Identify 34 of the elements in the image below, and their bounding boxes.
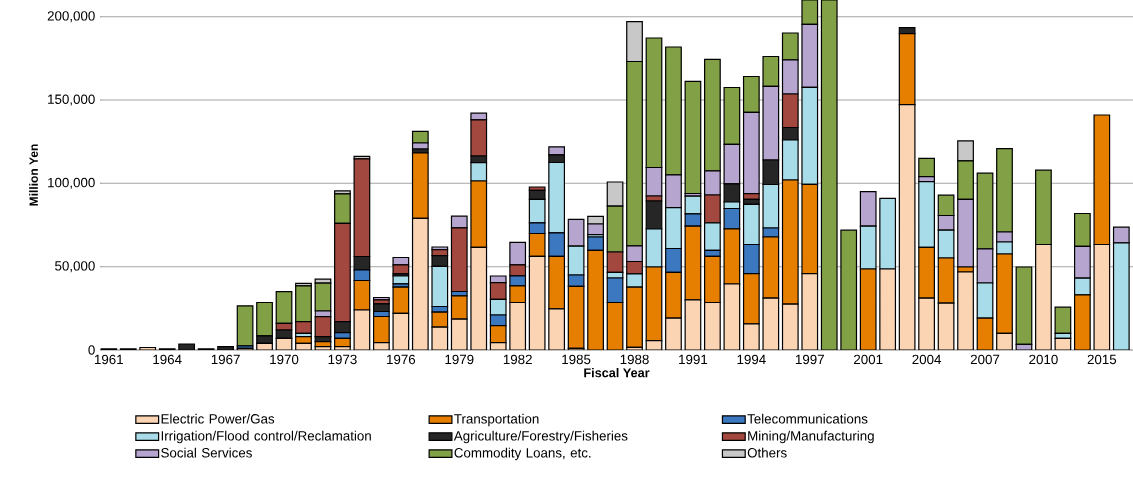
- legend-label: Agriculture/Forestry/Fisheries: [453, 430, 628, 444]
- legend-label: Social Services: [161, 447, 252, 458]
- x-tick-label: 2010: [1029, 354, 1058, 365]
- x-axis-title: Fiscal Year: [584, 367, 650, 378]
- legend-label: Telecommunications: [747, 413, 868, 424]
- x-tick-label: 2001: [854, 354, 883, 365]
- x-tick-label: 1967: [211, 354, 240, 365]
- x-tick-label: 1988: [620, 354, 649, 365]
- x-tick-label: 1994: [737, 354, 766, 365]
- x-tick-label: 1991: [679, 354, 708, 365]
- legend-label: Electric Power/Gas: [161, 413, 275, 424]
- y-tick-label: 150,000: [48, 94, 95, 106]
- x-tick-label: 1982: [503, 354, 532, 365]
- x-tick-label: 1997: [795, 354, 824, 365]
- legend-label: Commodity Loans, etc.: [454, 447, 591, 461]
- x-tick-label: 2004: [912, 354, 942, 365]
- y-axis-title: Million Yen: [29, 144, 38, 206]
- x-tick-label: 1979: [445, 354, 474, 365]
- x-tick-label: 1961: [94, 354, 123, 365]
- legend-label: Others: [747, 447, 787, 458]
- x-tick-label: 2007: [970, 354, 1000, 365]
- y-tick-label: 200,000: [47, 11, 95, 23]
- legend-label: Mining/Manufacturing: [748, 430, 874, 444]
- x-tick-label: 2015: [1087, 354, 1117, 365]
- legend-label: Transportation: [454, 413, 539, 427]
- y-tick-label: 0: [88, 345, 95, 355]
- x-tick-label: 1976: [387, 354, 416, 365]
- y-tick-label: 100,000: [48, 177, 95, 189]
- legend-label: Irrigation/Flood control/Reclamation: [161, 430, 371, 444]
- y-tick-label: 50,000: [55, 261, 95, 273]
- x-tick-label: 1964: [153, 354, 182, 365]
- x-tick-label: 1973: [328, 354, 357, 365]
- x-tick-label: 1970: [270, 354, 299, 365]
- x-tick-label: 1985: [562, 354, 591, 365]
